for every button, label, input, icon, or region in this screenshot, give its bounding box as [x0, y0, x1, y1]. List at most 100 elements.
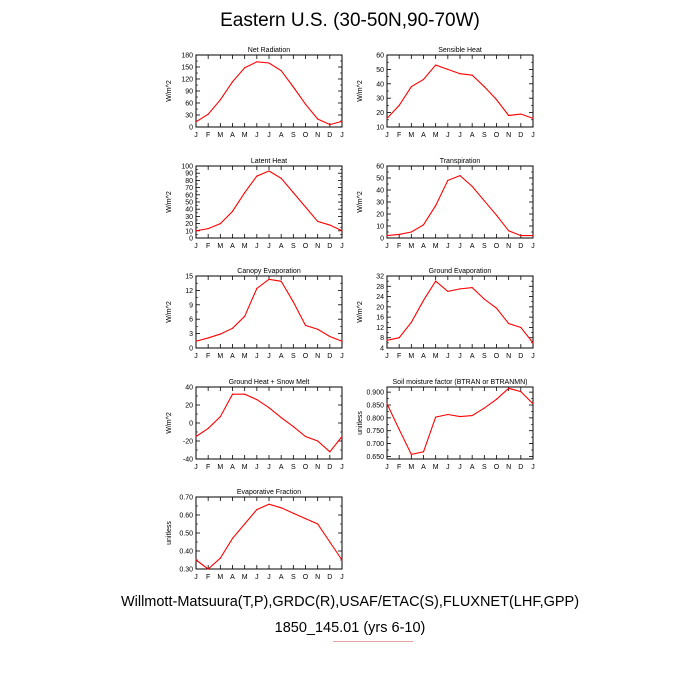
y-tick-label: 0.40 [179, 549, 193, 556]
data-point [447, 179, 449, 181]
x-tick-label: A [421, 132, 426, 139]
data-point [292, 512, 294, 514]
data-point [508, 322, 510, 325]
x-tick-label: M [242, 132, 248, 139]
x-tick-label: J [531, 464, 535, 471]
data-point [459, 175, 461, 177]
x-tick-label: D [327, 132, 332, 139]
data-point [447, 290, 449, 293]
data-point [495, 398, 498, 400]
x-tick-label: D [518, 353, 523, 360]
x-tick-label: D [518, 464, 523, 471]
x-tick-label: N [506, 132, 511, 139]
chart-frame [386, 275, 534, 349]
x-tick-label: J [385, 353, 389, 360]
data-point [386, 339, 388, 341]
data-point [341, 435, 343, 438]
y-axis-label: W/m^2 [166, 191, 173, 213]
data-point [435, 64, 437, 66]
data-point [329, 451, 331, 453]
y-tick-label: 16 [376, 315, 384, 322]
y-tick-label: 0 [189, 346, 193, 353]
chart-panel-9: Evaporative Fraction unitless 0.30 0.40 0.50… [166, 489, 344, 581]
x-tick-label: S [291, 574, 296, 581]
x-tick-label: J [255, 574, 259, 581]
y-tick-label: 40 [185, 207, 193, 214]
data-point [520, 113, 522, 115]
x-tick-label: F [206, 132, 210, 139]
y-tick-label: 0.30 [179, 567, 193, 574]
footer-source-text: Willmott-Matsuura(T,P),GRDC(R),USAF/ETAC… [120, 594, 580, 610]
data-point [244, 315, 246, 317]
y-tick-label: 0.900 [366, 390, 384, 397]
data-point [341, 120, 343, 122]
data-point [317, 118, 319, 120]
y-tick-label: 40 [376, 188, 384, 195]
data-point [532, 117, 534, 119]
chart-title: Evaporative Fraction [237, 489, 301, 496]
x-tick-label: D [327, 243, 332, 250]
data-point [410, 453, 412, 455]
x-tick-label: J [267, 243, 271, 250]
x-tick-label: M [242, 353, 248, 360]
x-tick-label: J [340, 353, 344, 360]
x-tick-label: M [242, 464, 248, 471]
x-tick-label: A [470, 132, 475, 139]
data-point [231, 327, 234, 329]
x-tick-label: J [446, 243, 450, 250]
data-point [195, 340, 197, 342]
data-point [195, 559, 197, 561]
y-tick-label: 40 [185, 385, 193, 392]
x-tick-label: J [267, 464, 271, 471]
x-tick-label: J [446, 353, 450, 360]
y-tick-label: 70 [185, 185, 193, 192]
x-tick-label: F [206, 574, 210, 581]
x-tick-label: F [397, 243, 401, 250]
x-tick-label: M [433, 132, 439, 139]
y-tick-label: 12 [185, 288, 193, 295]
data-point [207, 113, 209, 115]
data-point [483, 407, 485, 409]
chart-frame [195, 386, 343, 460]
data-point [207, 427, 209, 429]
data-point [495, 99, 498, 101]
footer-underline [333, 641, 413, 642]
chart-frame [195, 165, 343, 239]
page-title: Eastern U.S. (30-50N,90-70W) [220, 10, 480, 31]
data-point [422, 224, 425, 226]
data-point [398, 233, 400, 235]
y-axis-label: W/m^2 [166, 80, 173, 102]
data-point [532, 403, 534, 405]
data-point [447, 413, 449, 416]
y-axis-label: W/m^2 [166, 301, 173, 323]
y-tick-label: 0 [380, 236, 384, 243]
x-tick-label: D [518, 132, 523, 139]
data-point [532, 342, 534, 344]
x-tick-label: J [531, 353, 535, 360]
data-point [471, 286, 473, 289]
data-point [483, 298, 485, 300]
y-tick-label: 0.70 [179, 495, 193, 502]
x-tick-label: A [230, 353, 235, 360]
x-tick-label: J [446, 464, 450, 471]
x-tick-label: F [206, 353, 210, 360]
x-tick-label: M [408, 353, 414, 360]
x-tick-label: S [482, 464, 487, 471]
data-point [459, 73, 461, 75]
x-tick-label: M [408, 132, 414, 139]
y-tick-label: 0.50 [179, 531, 193, 538]
series-line [195, 170, 343, 232]
data-point [520, 235, 522, 237]
x-tick-label: N [506, 353, 511, 360]
y-tick-label: 20 [376, 110, 384, 117]
data-point [317, 220, 319, 223]
x-tick-label: J [385, 132, 389, 139]
x-tick-label: M [433, 353, 439, 360]
x-tick-label: J [194, 574, 198, 581]
x-tick-label: S [291, 353, 296, 360]
data-point [268, 407, 270, 409]
x-tick-label: O [303, 464, 309, 471]
data-point [410, 231, 412, 233]
